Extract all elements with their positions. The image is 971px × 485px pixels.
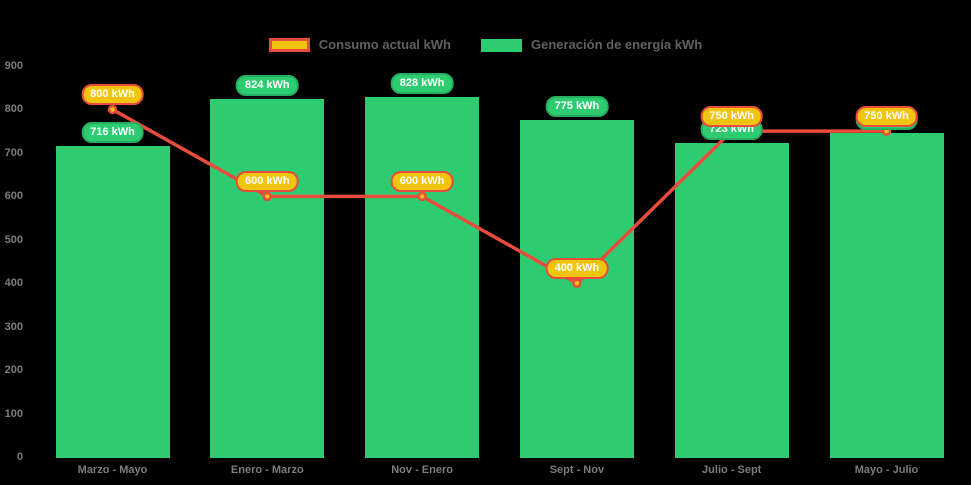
consumption-point[interactable] <box>107 104 118 115</box>
x-axis-category-label: Sept - Nov <box>549 464 605 476</box>
chart-legend: Consumo actual kWh Generación de energía… <box>0 38 971 52</box>
consumption-point[interactable] <box>572 278 582 288</box>
x-axis-category-label: Marzo - Mayo <box>77 464 148 476</box>
consumption-point[interactable] <box>417 191 427 202</box>
generation-bar[interactable] <box>829 133 944 458</box>
x-axis-category-label: Julio - Sept <box>702 464 762 476</box>
generation-value-label: 775 kWh <box>545 96 609 118</box>
generation-bar[interactable] <box>519 120 634 458</box>
generation-bar[interactable] <box>674 142 789 458</box>
generation-value-label: 824 kWh <box>235 75 299 97</box>
consumption-value-label: 750 kWh <box>700 106 764 128</box>
x-axis-category-label: Nov - Enero <box>391 464 453 476</box>
y-axis-tick-label: 900 <box>4 60 23 72</box>
y-axis-tick-label: 800 <box>4 103 23 116</box>
consumption-value-label: 800 kWh <box>81 84 144 106</box>
generation-bar[interactable] <box>55 145 170 458</box>
y-axis-tick-label: 0 <box>16 451 23 463</box>
y-axis-tick-label: 700 <box>4 146 23 159</box>
y-axis-tick-label: 600 <box>4 190 23 203</box>
generation-bar[interactable] <box>210 99 325 458</box>
legend-item-generacion[interactable]: Generación de energía kWh <box>480 37 703 52</box>
generation-bar[interactable] <box>365 97 480 458</box>
y-axis-tick-label: 500 <box>4 233 23 246</box>
consumption-value-label: 600 kWh <box>390 171 454 193</box>
legend-item-consumo[interactable]: Consumo actual kWh <box>268 37 451 52</box>
consumo-swatch-icon <box>268 38 310 52</box>
y-axis-tick-label: 300 <box>4 320 23 333</box>
legend-label-generacion: Generación de energía kWh <box>530 37 703 52</box>
generation-value-label: 828 kWh <box>390 73 454 95</box>
generation-value-label: 716 kWh <box>81 121 144 143</box>
x-axis-category-label: Mayo - Julio <box>854 464 919 476</box>
x-axis-category-label: Enero - Marzo <box>230 464 304 476</box>
legend-label-consumo: Consumo actual kWh <box>318 37 451 52</box>
consumption-value-label: 600 kWh <box>235 171 299 193</box>
generacion-swatch-icon <box>480 38 522 52</box>
y-axis-tick-label: 200 <box>4 364 23 377</box>
consumption-value-label: 750 kWh <box>855 106 918 128</box>
y-axis-tick-label: 100 <box>4 407 23 420</box>
consumption-point[interactable] <box>262 191 273 202</box>
consumption-value-label: 400 kWh <box>545 258 609 280</box>
y-axis-tick-label: 400 <box>4 277 23 290</box>
